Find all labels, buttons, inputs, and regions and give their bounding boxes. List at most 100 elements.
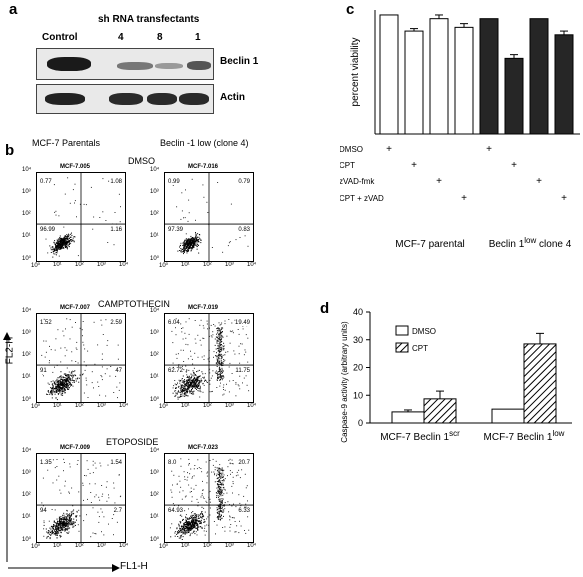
y-tick-label: 10³: [22, 330, 31, 336]
x-tick-label: 10⁴: [119, 262, 129, 268]
bar: [423, 398, 457, 424]
y-tick-label: 10¹: [150, 233, 159, 239]
band: [109, 93, 143, 105]
y-tick-label: 10⁴: [150, 308, 160, 314]
y-tick-label: 40: [353, 307, 363, 317]
treatment-label: CPT: [340, 161, 355, 170]
x-tick-label: 10⁰: [31, 544, 41, 550]
western-blot-beclin: [36, 48, 214, 80]
x-tick-label: 10²: [75, 403, 84, 409]
flow-cytometry-plot: 1.35 1.54 94 2.7: [36, 453, 126, 543]
x-tick-label: 10²: [203, 403, 212, 409]
x-tick-label: 10⁰: [159, 263, 169, 269]
legend-label-dmso: DMSO: [412, 327, 436, 336]
lane-label-4: 4: [118, 32, 124, 43]
plus-sign: +: [536, 176, 542, 187]
quadrant-value-ll: 62.72: [168, 368, 184, 375]
x-tick-label: 10⁴: [247, 403, 257, 409]
x-tick-label: 10¹: [181, 543, 190, 549]
y-tick-label: 10²: [22, 492, 31, 498]
plus-sign: +: [436, 176, 442, 187]
treatment-label: CPT + zVAD: [340, 194, 384, 203]
sample-id: MCF-7.023: [188, 445, 219, 451]
blot-label-beclin: Beclin 1: [220, 56, 259, 67]
x-tick-label: 10¹: [181, 262, 190, 268]
flow-cytometry-plot: 6.04 19.49 62.72 11.75: [164, 313, 254, 403]
sample-id: MCF-7.005: [60, 164, 91, 170]
y-tick-label: 10⁴: [150, 448, 160, 454]
x-tick-label: 10⁰: [31, 404, 41, 410]
legend-swatch-cpt: [395, 342, 409, 353]
y-tick-label: 20: [353, 363, 363, 373]
quadrant-value-lr: 0.83: [238, 227, 250, 234]
group-label: MCF-7 Beclin 1low: [484, 429, 565, 443]
band: [187, 61, 211, 70]
y-tick-label: 0: [358, 418, 363, 428]
x-tick-label: 10²: [75, 262, 84, 268]
band: [45, 93, 85, 105]
x-tick-label: 10²: [203, 543, 212, 549]
group-label-beclin-low: Beclin 1low clone 4: [489, 236, 572, 250]
bar: [379, 14, 399, 135]
band: [179, 93, 209, 105]
y-tick-label: 10⁴: [22, 167, 32, 173]
quadrant-value-ll: 94: [40, 508, 47, 515]
y-tick-label: 10³: [150, 330, 159, 336]
y-tick-label: 10¹: [150, 514, 159, 520]
row-title-dmso: DMSO: [128, 156, 155, 166]
y-tick-label: 10⁰: [22, 397, 32, 403]
quadrant-value-ur: 0.79: [238, 179, 250, 185]
y-tick-label: 10²: [22, 211, 31, 217]
treatment-label: DMSO: [340, 145, 363, 154]
x-tick-label: 10⁴: [119, 543, 129, 549]
sample-id: MCF-7.009: [60, 445, 91, 451]
flow-cytometry-plot: 8.0 20.7 64.93 6.33: [164, 453, 254, 543]
y-tick-label: 10³: [150, 189, 159, 195]
quadrant-value-lr: 6.33: [238, 508, 250, 515]
x-tick-label: 10¹: [181, 403, 190, 409]
western-blot-actin: [36, 84, 214, 114]
x-tick-label: 10²: [203, 262, 212, 268]
flow-cytometry-plot: 0.99 0.79 97.39 0.83: [164, 172, 254, 262]
quadrant-value-ur: 19.49: [234, 320, 250, 326]
x-tick-label: 10⁴: [247, 262, 257, 268]
x-tick-label: 10⁴: [119, 403, 129, 409]
x-tick-label: 10¹: [53, 543, 62, 549]
quadrant-value-ll: 96.99: [40, 227, 56, 234]
y-tick-label: 10⁴: [22, 448, 32, 454]
x-tick-label: 10⁴: [247, 543, 257, 549]
quadrant-value-ll: 64.93: [168, 508, 184, 515]
viability-chart: percent viability DMSO + + CPT + + zVAD-fmk + + CP…: [340, 10, 580, 250]
plus-sign: +: [461, 193, 467, 204]
y-axis-arrow: [3, 332, 11, 562]
y-tick-label: 10³: [22, 189, 31, 195]
band: [117, 62, 153, 70]
y-axis-label: FL2-H: [4, 336, 16, 365]
lane-label-8: 8: [157, 32, 163, 43]
y-tick-label: 10¹: [22, 233, 31, 239]
group-label-parental: MCF-7 parental: [395, 239, 464, 250]
panel-b-letter: b: [5, 142, 15, 159]
x-tick-label: 10⁰: [159, 404, 169, 410]
y-axis-label: percent viability: [350, 38, 361, 107]
bar: [554, 34, 574, 135]
bar: [529, 18, 549, 135]
bar: [404, 30, 424, 135]
bar: [429, 18, 449, 135]
x-tick-label: 10⁰: [31, 263, 41, 269]
panel-a-letter: a: [9, 1, 18, 18]
plus-sign: +: [561, 193, 567, 204]
y-tick-label: 10⁴: [22, 308, 32, 314]
quadrant-value-ur: 1.54: [110, 460, 122, 466]
legend-label-cpt: CPT: [412, 344, 428, 353]
column-title-beclin-low: Beclin -1 low (clone 4): [160, 138, 249, 148]
y-tick-label: 10⁰: [22, 537, 32, 543]
y-tick-label: 10²: [150, 492, 159, 498]
x-tick-label: 10³: [225, 262, 234, 268]
plus-sign: +: [486, 144, 492, 155]
y-tick-label: 10⁰: [22, 256, 32, 262]
y-tick-label: 10³: [22, 470, 31, 476]
quadrant-value-lr: 11.75: [235, 368, 250, 375]
x-tick-label: 10³: [97, 403, 106, 409]
quadrant-value-ul: 8.0: [168, 460, 177, 466]
